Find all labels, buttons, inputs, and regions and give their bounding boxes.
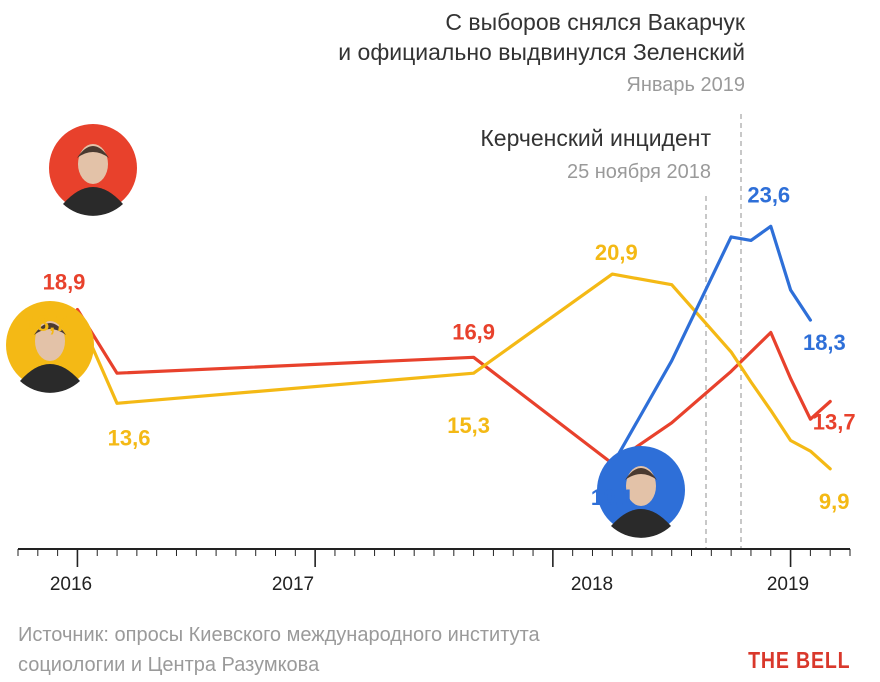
event-annotations: Керченский инцидент 25 ноября 2018 С выбор… — [338, 9, 746, 549]
data-label: 23,6 — [747, 182, 790, 207]
event-vakarchuk-title-2: и официально выдвинулся Зеленский — [338, 39, 745, 65]
series-lines — [75, 224, 832, 471]
portrait-shoulders — [20, 364, 80, 393]
source-note: Источник: опросы Киевского международног… — [18, 620, 718, 680]
data-label: 18,3 — [803, 330, 846, 355]
series-line-yellow — [75, 272, 832, 471]
data-label: 18,9 — [43, 269, 86, 294]
portrait-hair — [34, 323, 66, 335]
data-labels: 18,9 16,9 13,7 18,7 13,6 15,3 20,9 9,9 10,1 23,6 1… — [25, 182, 856, 513]
data-label: 18,7 — [25, 311, 68, 336]
event-kerch-date: 25 ноября 2018 — [567, 161, 711, 183]
event-vakarchuk-title-1: С выборов снялся Вакарчук — [445, 9, 746, 35]
portrait-face — [78, 144, 108, 184]
poroshenko-portrait — [49, 124, 137, 216]
data-label: 15,3 — [447, 413, 490, 438]
portraits — [6, 124, 685, 538]
portrait-hair — [625, 468, 657, 480]
event-vakarchuk-date: Январь 2019 — [626, 74, 745, 96]
series-line-blue — [610, 224, 813, 467]
source-line-2: социологии и Центра Разумкова — [18, 654, 320, 676]
brand-logo: THE BELL — [747, 647, 850, 673]
event-kerch-title: Керченский инцидент — [480, 125, 711, 151]
series-line-red — [75, 307, 832, 466]
tymoshenko-portrait — [6, 301, 94, 393]
data-label: 20,9 — [595, 240, 638, 265]
data-label: 13,6 — [108, 425, 151, 450]
data-label: 13,7 — [813, 410, 856, 435]
data-label: 10,1 — [591, 485, 634, 510]
portrait-shoulders — [611, 509, 671, 538]
x-tick-label: 2019 — [767, 574, 809, 595]
portrait-face — [626, 466, 656, 506]
x-tick-label: 2016 — [50, 574, 92, 595]
zelensky-portrait — [597, 446, 685, 538]
x-tick-label: 2018 — [571, 574, 613, 595]
portrait-hair — [77, 146, 109, 158]
data-label: 9,9 — [819, 489, 850, 514]
x-axis: 2016 2017 2018 2019 — [17, 548, 851, 595]
portrait-face — [35, 321, 65, 361]
x-tick-label: 2017 — [272, 574, 314, 595]
data-label: 16,9 — [452, 319, 495, 344]
source-line-1: Источник: опросы Киевского международног… — [18, 624, 540, 646]
portrait-shoulders — [63, 187, 123, 216]
